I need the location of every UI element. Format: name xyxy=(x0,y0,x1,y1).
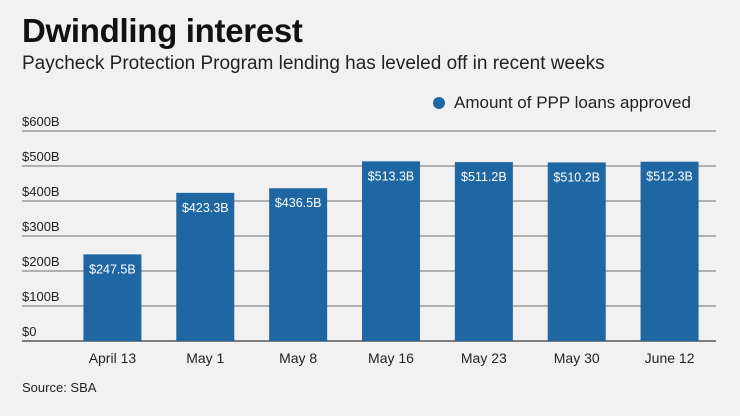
x-tick-label: May 30 xyxy=(554,350,600,366)
y-tick-label: $0 xyxy=(22,324,36,339)
x-tick-label: June 12 xyxy=(645,350,695,366)
x-tick-label: May 16 xyxy=(368,350,414,366)
bar xyxy=(454,162,513,341)
legend-label: Amount of PPP loans approved xyxy=(454,93,691,112)
y-tick-label: $300B xyxy=(22,219,60,234)
x-tick-label: May 1 xyxy=(186,350,224,366)
chart-title: Dwindling interest xyxy=(22,12,303,49)
y-tick-label: $400B xyxy=(22,184,60,199)
bar xyxy=(362,161,420,341)
bar xyxy=(269,188,328,341)
chart-legend: Amount of PPP loans approved xyxy=(433,93,691,113)
bar xyxy=(640,161,699,341)
x-tick-label: May 8 xyxy=(279,350,317,366)
y-tick-label: $500B xyxy=(22,149,60,164)
data-label: $511.2B xyxy=(461,170,507,184)
chart-subtitle: Paycheck Protection Program lending has … xyxy=(22,53,605,74)
y-tick-label: $100B xyxy=(22,289,60,304)
x-tick-label: April 13 xyxy=(89,350,137,366)
data-label: $436.5B xyxy=(275,196,322,210)
source-note: Source: SBA xyxy=(22,380,97,395)
y-tick-label: $600B xyxy=(22,114,60,129)
bar xyxy=(176,192,235,341)
bar xyxy=(83,254,142,341)
data-label: $247.5B xyxy=(89,262,136,276)
data-label: $513.3B xyxy=(368,169,415,183)
data-label: $512.3B xyxy=(646,170,693,184)
bar xyxy=(547,162,606,341)
data-label: $423.3B xyxy=(182,201,229,215)
x-tick-label: May 23 xyxy=(461,350,507,366)
data-label: $510.2B xyxy=(553,170,600,184)
y-tick-label: $200B xyxy=(22,254,60,269)
legend-swatch xyxy=(433,97,445,109)
